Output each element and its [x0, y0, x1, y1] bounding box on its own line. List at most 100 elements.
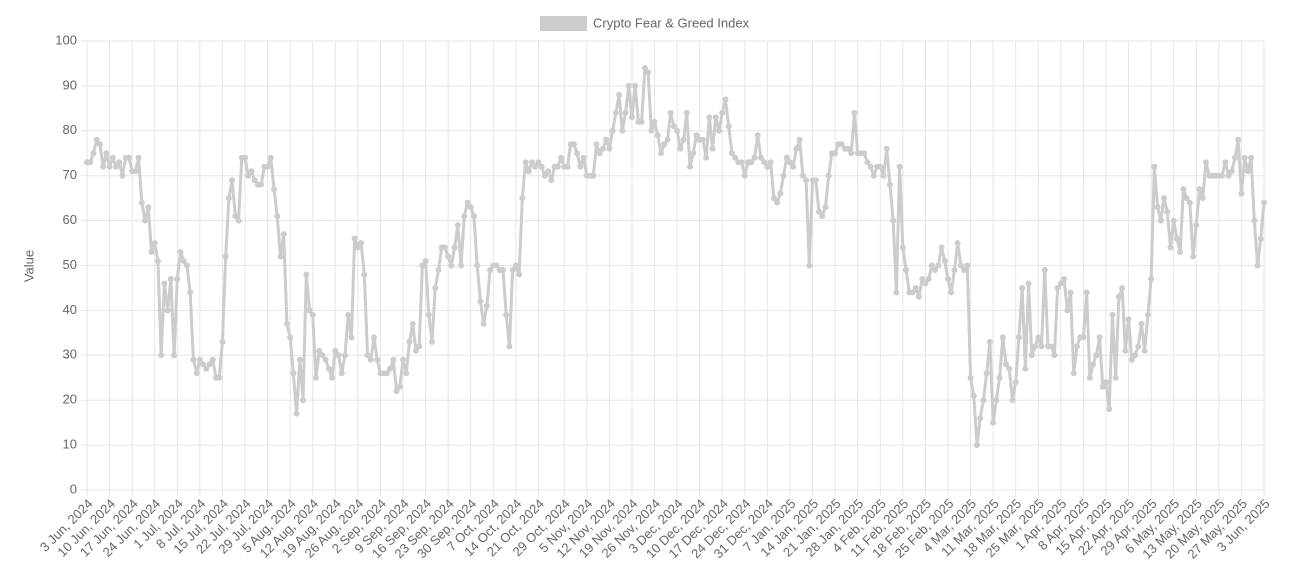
y-tick-label: 30 — [63, 347, 77, 362]
data-point — [912, 284, 919, 291]
data-point — [1054, 284, 1061, 291]
data-point — [193, 370, 200, 377]
data-point — [886, 181, 893, 188]
data-point — [867, 163, 874, 170]
data-point — [951, 266, 958, 273]
data-point — [1173, 235, 1180, 242]
data-point — [451, 244, 458, 251]
data-point — [687, 163, 694, 170]
data-point — [1048, 343, 1055, 350]
data-point — [719, 109, 726, 116]
data-point — [845, 145, 852, 152]
data-point — [290, 370, 297, 377]
data-point — [341, 352, 348, 359]
data-point — [151, 240, 158, 247]
data-point — [196, 356, 203, 363]
data-point — [1144, 311, 1151, 318]
data-point — [506, 343, 513, 350]
data-point — [409, 320, 416, 327]
data-point — [938, 244, 945, 251]
data-point — [1231, 154, 1238, 161]
data-point — [393, 388, 400, 395]
data-point — [612, 109, 619, 116]
data-point — [706, 114, 713, 121]
data-point — [374, 356, 381, 363]
data-point — [264, 163, 271, 170]
data-point — [996, 374, 1003, 381]
data-point — [786, 159, 793, 166]
data-point — [412, 347, 419, 354]
data-point — [1257, 235, 1264, 242]
data-point — [1251, 217, 1258, 224]
data-point — [741, 172, 748, 179]
y-tick-label: 80 — [63, 122, 77, 137]
data-point — [532, 163, 539, 170]
data-point — [983, 370, 990, 377]
data-point — [1051, 352, 1058, 359]
data-point — [683, 109, 690, 116]
data-point — [1170, 217, 1177, 224]
data-point — [190, 356, 197, 363]
data-point — [1080, 334, 1087, 341]
data-point — [1119, 284, 1126, 291]
data-point — [712, 114, 719, 121]
data-point — [925, 275, 932, 282]
data-point — [390, 356, 397, 363]
data-point — [625, 82, 632, 89]
data-point — [503, 311, 510, 318]
data-point — [738, 159, 745, 166]
data-point — [545, 168, 552, 175]
data-point — [1132, 352, 1139, 359]
data-point — [142, 217, 149, 224]
data-point — [967, 374, 974, 381]
data-point — [448, 262, 455, 269]
data-point — [1022, 365, 1029, 372]
data-point — [777, 190, 784, 197]
data-point — [203, 365, 210, 372]
data-point — [764, 163, 771, 170]
data-point — [564, 163, 571, 170]
data-point — [880, 172, 887, 179]
data-point — [722, 96, 729, 103]
data-point — [100, 163, 107, 170]
data-point — [1180, 186, 1187, 193]
data-point — [1164, 208, 1171, 215]
y-tick-label: 10 — [63, 437, 77, 452]
data-point — [748, 159, 755, 166]
data-point — [1096, 334, 1103, 341]
data-point — [132, 168, 139, 175]
data-point — [1135, 343, 1142, 350]
data-point — [113, 163, 120, 170]
data-point — [216, 374, 223, 381]
data-point — [483, 302, 490, 309]
data-point — [1219, 172, 1226, 179]
data-point — [271, 186, 278, 193]
data-point — [999, 334, 1006, 341]
data-point — [944, 275, 951, 282]
data-point — [848, 150, 855, 157]
data-point — [1106, 406, 1113, 413]
data-point — [716, 127, 723, 134]
data-point — [335, 352, 342, 359]
data-point — [641, 64, 648, 71]
data-point — [1090, 361, 1097, 368]
data-point — [300, 397, 307, 404]
data-point — [1122, 347, 1129, 354]
data-point — [1167, 244, 1174, 251]
data-point — [522, 159, 529, 166]
data-point — [812, 177, 819, 184]
data-point — [732, 154, 739, 161]
data-point — [603, 136, 610, 143]
data-point — [961, 266, 968, 273]
data-point — [529, 159, 536, 166]
legend-label: Crypto Fear & Greed Index — [593, 15, 750, 30]
y-tick-label: 20 — [63, 392, 77, 407]
data-point — [574, 150, 581, 157]
data-point — [1244, 168, 1251, 175]
data-point — [780, 172, 787, 179]
data-point — [296, 356, 303, 363]
data-point — [709, 145, 716, 152]
data-point — [1141, 347, 1148, 354]
data-point — [1186, 199, 1193, 206]
